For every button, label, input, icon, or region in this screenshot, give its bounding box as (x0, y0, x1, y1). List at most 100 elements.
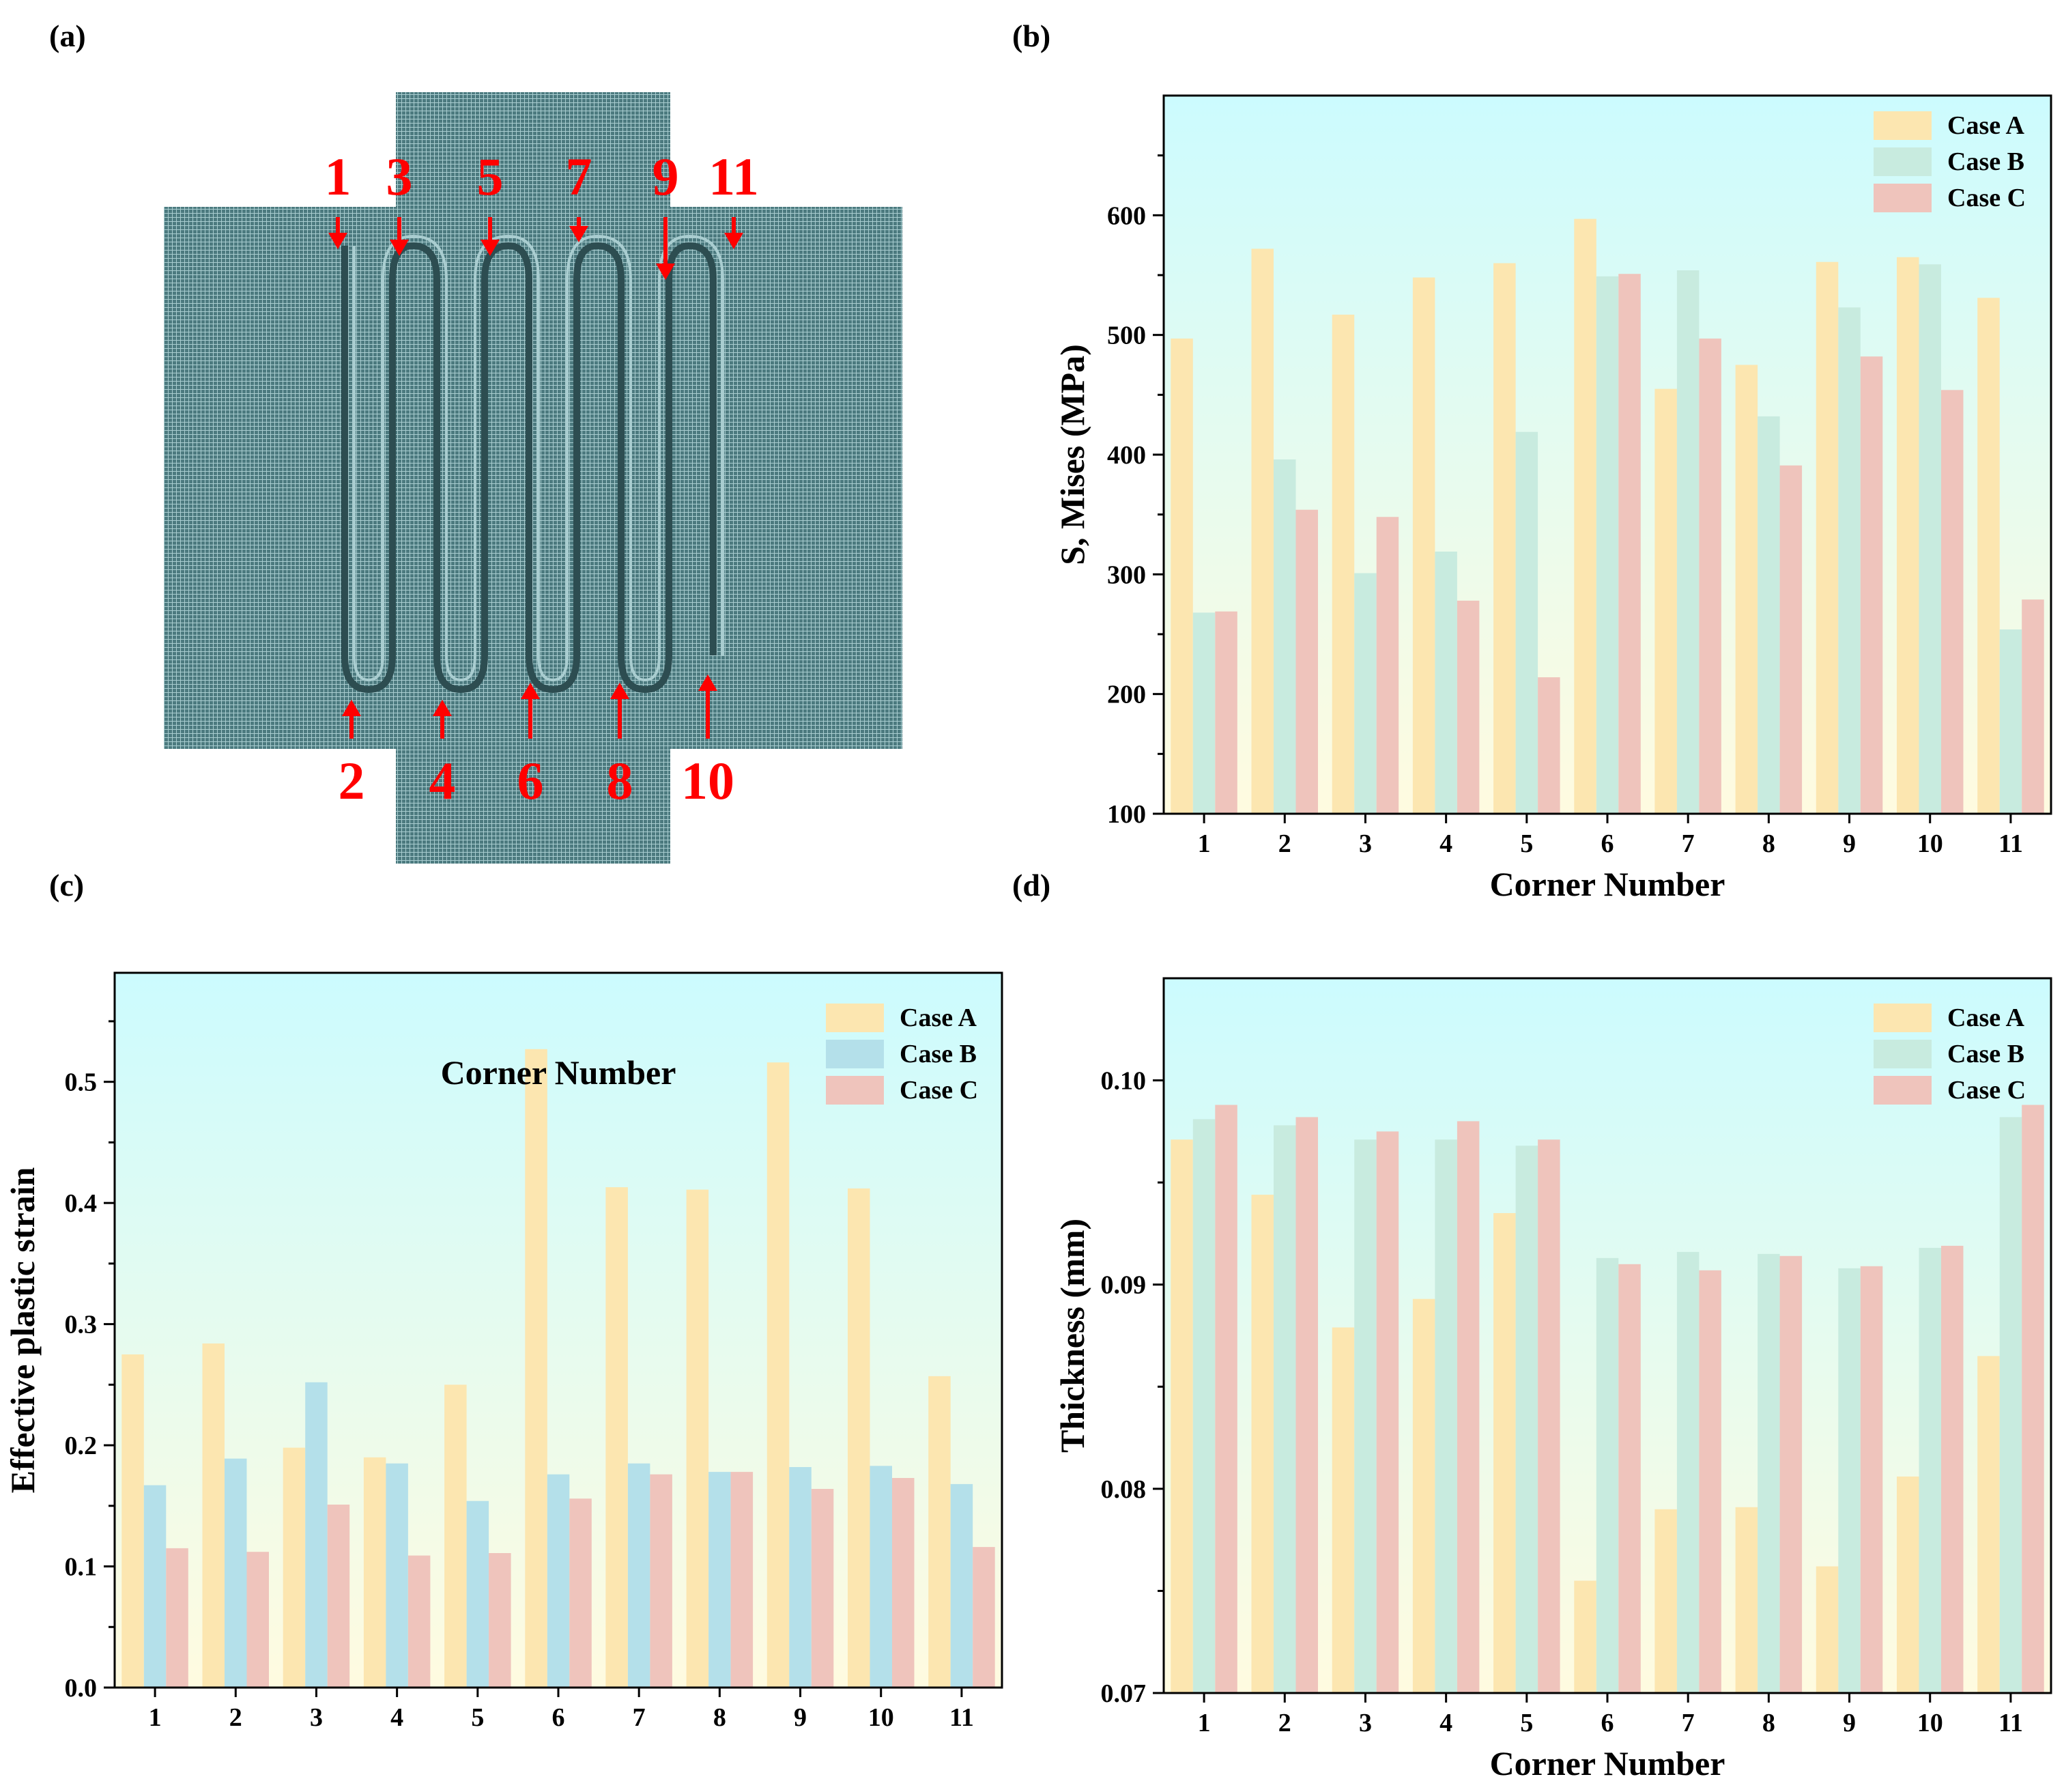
arrow-head (521, 683, 540, 699)
bar-case-c (1295, 509, 1318, 814)
x-tick-label: 7 (1682, 829, 1695, 858)
bar-case-b (1919, 264, 1941, 814)
corner-number-bottom: 2 (339, 751, 365, 810)
x-tick-label: 6 (552, 1703, 565, 1732)
bar-case-c (1215, 611, 1237, 814)
bar-case-a (525, 1049, 547, 1688)
corner-number-bottom: 6 (517, 751, 544, 810)
bar-case-b (225, 1458, 247, 1688)
arrow-head (698, 674, 717, 691)
x-tick-label: 7 (633, 1703, 646, 1732)
bar-case-a (1332, 1327, 1355, 1693)
x-tick-label: 3 (310, 1703, 323, 1732)
bar-case-c (327, 1505, 350, 1688)
x-tick-label: 1 (149, 1703, 162, 1732)
arrow-head (481, 240, 500, 256)
x-tick-label: 5 (1520, 1709, 1533, 1737)
bar-case-a (848, 1188, 870, 1688)
y-tick-label: 0.0 (65, 1674, 98, 1703)
bar-case-a (1171, 338, 1193, 814)
x-tick-label: 11 (1998, 829, 2023, 858)
x-tick-label: 2 (1278, 1709, 1291, 1737)
bar-case-a (1735, 365, 1758, 814)
bar-case-c (2022, 599, 2044, 814)
arrow-head (610, 683, 629, 699)
bar-case-b (466, 1501, 489, 1688)
legend-label: Case A (1947, 1004, 2025, 1032)
x-axis-title: Corner Number (1490, 1744, 1725, 1782)
bar-case-a (605, 1187, 628, 1688)
corner-number-bottom: 4 (429, 751, 456, 810)
x-tick-label: 5 (471, 1703, 484, 1732)
y-tick-label: 0.07 (1101, 1679, 1147, 1708)
bar-case-a (1171, 1139, 1193, 1693)
y-tick-label: 0.4 (65, 1189, 98, 1218)
bar-case-c (1860, 356, 1883, 814)
y-tick-label: 400 (1107, 441, 1146, 470)
arrow-head (390, 240, 409, 256)
arrow-head (342, 700, 361, 716)
bar-case-b (1676, 1251, 1700, 1693)
x-tick-label: 4 (1439, 1709, 1452, 1737)
bar-case-a (928, 1376, 951, 1688)
bar-case-c (973, 1547, 995, 1688)
panel-label: (b) (1012, 18, 1050, 53)
x-tick-label: 10 (1917, 1709, 1943, 1737)
bar-case-b (1838, 307, 1861, 814)
y-axis-title: Thickness (mm) (1053, 1219, 1091, 1453)
panel-a-label: (a) (49, 18, 86, 53)
corner-number-top: 3 (386, 147, 413, 206)
y-tick-label: 0.08 (1101, 1475, 1147, 1504)
y-axis-title: S, Mises (MPa) (1053, 344, 1091, 565)
legend-label: Case B (900, 1040, 977, 1068)
bar-case-b (708, 1472, 731, 1688)
legend-swatch (1874, 184, 1932, 212)
x-tick-label: 1 (1198, 1709, 1211, 1737)
bar-case-b (1596, 1257, 1619, 1693)
legend-swatch (1874, 147, 1932, 176)
bar-case-a (1574, 1580, 1596, 1693)
bar-case-a (1816, 1566, 1839, 1693)
bar-case-a (1735, 1507, 1758, 1693)
panel-label: (c) (49, 868, 84, 902)
bar-case-c (1699, 1270, 1721, 1693)
x-tick-label: 6 (1601, 1709, 1614, 1737)
bar-case-c (1618, 274, 1641, 814)
panel-c-plastic-strain-chart: (c) 1 2 3 4 5 6 7 8 9 10 11 0.0 0.1 0.2 0.3 0.4 0.5 Corner… (3, 868, 1003, 1732)
mesh-plate (164, 92, 902, 864)
bar-case-c (166, 1548, 188, 1688)
mesh-notches (164, 92, 902, 864)
bar-case-b (1758, 416, 1780, 814)
bar-case-c (1779, 465, 1803, 814)
bar-case-a (1493, 263, 1516, 814)
bar-case-b (143, 1485, 167, 1688)
bar-case-c (569, 1498, 592, 1688)
x-tick-label: 6 (1601, 829, 1614, 858)
x-tick-label: 8 (713, 1703, 726, 1732)
bar-case-b (1192, 1119, 1216, 1693)
corner-number-top: 5 (477, 147, 504, 206)
legend-swatch (1874, 1004, 1932, 1032)
bar-case-c (1215, 1105, 1237, 1693)
bar-case-b (1676, 270, 1700, 814)
bar-case-a (283, 1447, 306, 1688)
bar-case-c (1941, 1245, 1964, 1693)
bar-case-b (1596, 276, 1619, 814)
y-tick-label: 0.09 (1101, 1271, 1147, 1300)
bar-case-a (1897, 1476, 1919, 1693)
bar-case-a (766, 1062, 790, 1688)
bar-case-c (1538, 677, 1560, 814)
arrow-head (724, 233, 743, 249)
panel-b-mises-chart: (b) 1 2 3 4 5 6 7 8 9 10 11 100 200 300 400 500 600 Corner… (1012, 18, 2052, 903)
bar-case-a (121, 1354, 144, 1688)
x-axis-title: Corner Number (441, 1053, 676, 1092)
legend-swatch (826, 1004, 884, 1032)
x-tick-label: 4 (390, 1703, 403, 1732)
bar-case-c (1618, 1264, 1641, 1693)
bar-case-c (407, 1555, 431, 1688)
x-tick-label: 4 (1439, 829, 1452, 858)
arrow-head (328, 233, 347, 249)
bar-case-c (892, 1478, 915, 1688)
bar-case-b (1515, 1146, 1538, 1693)
legend-swatch (1874, 111, 1932, 140)
